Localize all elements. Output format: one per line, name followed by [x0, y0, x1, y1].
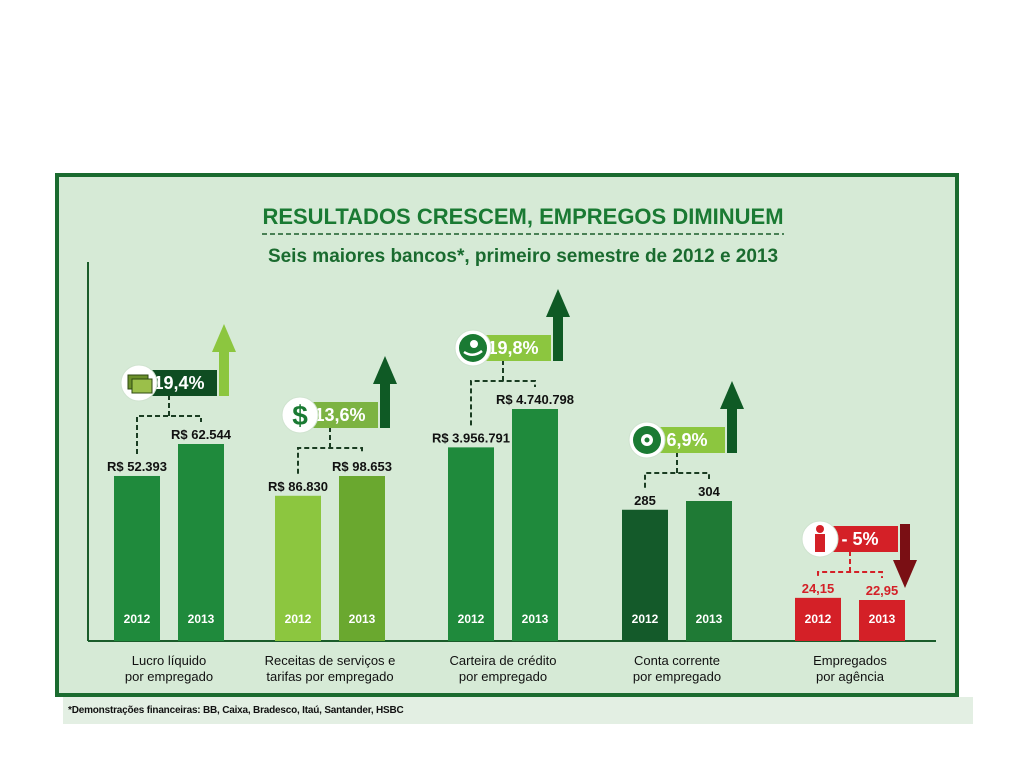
- bar-year-label: 2013: [188, 612, 215, 626]
- bar-2012: [275, 495, 321, 641]
- bar-2012: [448, 447, 494, 641]
- bar-year-label: 2012: [632, 612, 659, 626]
- category-label: por empregado: [459, 669, 547, 684]
- bar-value-label: R$ 4.740.798: [496, 392, 574, 407]
- bar-2012: [114, 475, 160, 641]
- bar-2012: [622, 509, 668, 641]
- bar-value-label: 304: [698, 484, 720, 499]
- chart-title: RESULTADOS CRESCEM, EMPREGOS DIMINUEM: [262, 204, 783, 229]
- variation-label: 19,8%: [487, 338, 538, 358]
- arrow-shaft: [553, 315, 563, 361]
- bar-year-label: 2013: [522, 612, 549, 626]
- money-bill-front: [131, 378, 153, 394]
- bar-year-label: 2012: [124, 612, 151, 626]
- arrow-shaft: [900, 524, 910, 562]
- bar-year-label: 2013: [696, 612, 723, 626]
- bar-year-label: 2012: [805, 612, 832, 626]
- bar-value-label: R$ 98.653: [332, 459, 392, 474]
- bar-value-label: R$ 3.956.791: [432, 430, 510, 445]
- variation-label: - 5%: [841, 529, 878, 549]
- category-label: Empregados: [813, 653, 887, 668]
- arrow-up-icon: [373, 356, 397, 384]
- arrow-down-icon: [893, 560, 917, 588]
- arrow-up-icon: [212, 324, 236, 352]
- category-label: por empregado: [125, 669, 213, 684]
- hand-coin-icon: [459, 334, 487, 362]
- bar-2013: [178, 444, 224, 641]
- icon-circle: [281, 396, 319, 434]
- arrow-shaft: [380, 382, 390, 428]
- worker-body: [815, 534, 825, 552]
- variation-label: 19,4%: [153, 373, 204, 393]
- arrow-up-icon: [546, 289, 570, 317]
- footnote: *Demonstrações financeiras: BB, Caixa, B…: [68, 705, 404, 716]
- arrow-up-icon: [720, 381, 744, 409]
- category-label: tarifas por empregado: [266, 669, 393, 684]
- bar-year-label: 2013: [349, 612, 376, 626]
- dollar-sign-icon: $: [292, 400, 308, 431]
- bar-year-label: 2012: [285, 612, 312, 626]
- arrow-shaft: [727, 407, 737, 453]
- category-label: Lucro líquido: [132, 653, 206, 668]
- bar-value-label: R$ 86.830: [268, 479, 328, 494]
- bar-value-label: 24,15: [802, 581, 835, 596]
- category-label: Conta corrente: [634, 653, 720, 668]
- bar-groups: 2012 R$ 52.393 2013 R$ 62.544 19,4% Lucro líq…: [107, 289, 917, 684]
- target-center: [644, 437, 650, 443]
- worker-icon: [816, 525, 824, 533]
- bar-2013: [512, 409, 558, 641]
- bar-year-label: 2013: [869, 612, 896, 626]
- category-label: Carteira de crédito: [450, 653, 557, 668]
- arrow-shaft: [219, 350, 229, 396]
- variation-label: 6,9%: [666, 430, 707, 450]
- bar-2013: [339, 476, 385, 641]
- bar-2013: [686, 501, 732, 641]
- footnote-strip: [63, 697, 973, 724]
- bar-value-label: 22,95: [866, 583, 899, 598]
- category-label: por agência: [816, 669, 885, 684]
- dashed-bracket: [817, 571, 883, 578]
- variation-label: 13,6%: [314, 405, 365, 425]
- category-label: por empregado: [633, 669, 721, 684]
- chart-subtitle: Seis maiores bancos*, primeiro semestre …: [268, 246, 778, 267]
- bar-value-label: R$ 62.544: [171, 427, 232, 442]
- bar-value-label: R$ 52.393: [107, 459, 167, 474]
- coin-shape: [470, 340, 478, 348]
- bar-2012: [795, 597, 841, 641]
- hand-shape: [463, 349, 483, 356]
- bar-value-label: 285: [634, 493, 656, 508]
- dashed-bracket: [644, 472, 710, 488]
- bar-2013: [859, 600, 905, 641]
- dashed-bracket: [136, 415, 202, 454]
- category-label: Receitas de serviços e: [265, 653, 396, 668]
- bar-year-label: 2012: [458, 612, 485, 626]
